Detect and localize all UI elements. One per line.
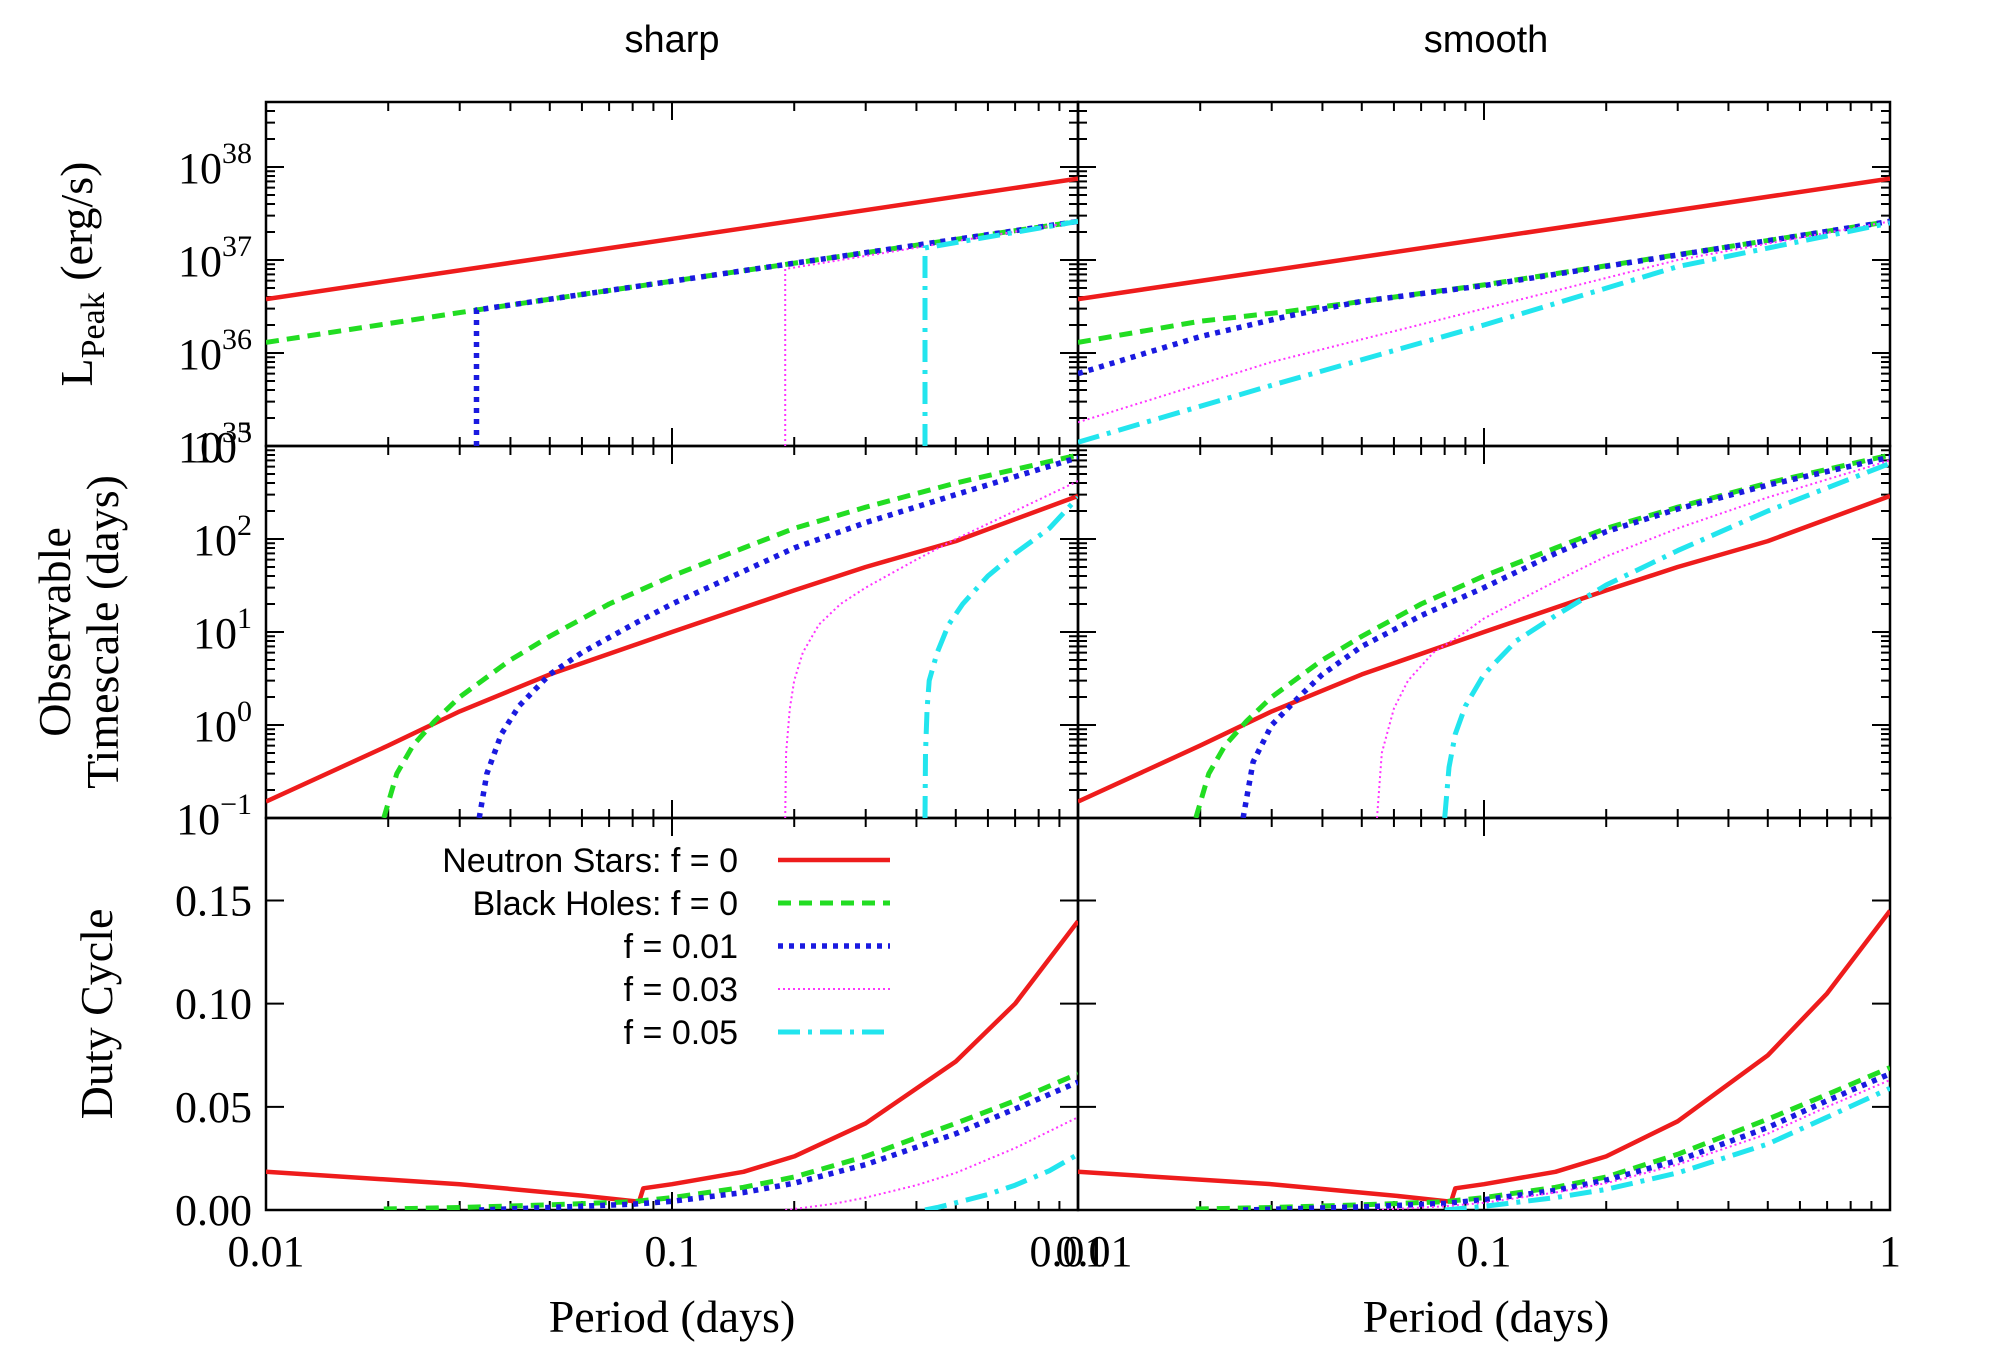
- panel-series-group: [1078, 909, 1890, 1210]
- x-tick-label: 0.1: [645, 1227, 700, 1276]
- y-tick-label: 0.05: [175, 1083, 252, 1132]
- series-line-ns: [266, 176, 1078, 302]
- series-line-ns: [1078, 493, 1890, 804]
- y-tick-label: 1035: [178, 416, 252, 472]
- legend: Neutron Stars: f = 0 Black Holes: f = 0 f …: [442, 842, 890, 1052]
- y-tick-label: 100: [193, 695, 252, 751]
- x-tick-label: 0.01: [1030, 1227, 1107, 1276]
- series-line-ns: [266, 493, 1078, 804]
- series-line-bh03: [784, 480, 1078, 818]
- x-axis-labels: Period (days) Period (days) 0.01 0.1 0.010…: [228, 1227, 1902, 1342]
- panel-frame: [1076, 816, 1892, 1212]
- series-line-ns: [1078, 909, 1890, 1204]
- series-line-bh03: [785, 1116, 1078, 1210]
- legend-label-ns: Neutron Stars: f = 0: [442, 842, 738, 880]
- series-line-bh0: [381, 452, 1078, 818]
- series-line-bh0: [383, 1071, 1078, 1210]
- x-tick-label: 0.1: [1457, 1227, 1512, 1276]
- legend-label-bh0: Black Holes: f = 0: [472, 885, 738, 923]
- column-title-sharp: sharp: [624, 19, 719, 61]
- y-tick-label: 0.10: [175, 980, 252, 1029]
- panel-series-group: [266, 452, 1078, 818]
- y-tick-label: 1038: [178, 137, 252, 193]
- y-tick-label: 102: [193, 509, 252, 565]
- y-tick-label: 1036: [178, 323, 252, 379]
- x-tick-label: 0.01: [1056, 1227, 1133, 1276]
- y-tick-label: 1037: [178, 230, 252, 286]
- panel-0-0: [264, 100, 1080, 448]
- legend-label-bh03: f = 0.03: [624, 971, 738, 1009]
- series-line-bh05: [922, 218, 1078, 446]
- x-axis-label-right: Period (days): [1363, 1291, 1610, 1342]
- y-axis-label: Observable: [29, 527, 80, 736]
- y-tick-label: 0.00: [175, 1186, 252, 1235]
- panel-series-group: [266, 176, 1078, 446]
- column-title-smooth: smooth: [1424, 19, 1549, 61]
- series-line-bh0: [1193, 452, 1890, 818]
- x-tick-label: 1: [1879, 1227, 1901, 1276]
- series-line-bh05: [922, 495, 1078, 818]
- series-line-bh01: [473, 218, 1078, 446]
- panel-frame: [264, 100, 1080, 448]
- series-line-bh01: [1078, 218, 1890, 377]
- series-line-ns: [1078, 176, 1890, 302]
- legend-label-bh05: f = 0.05: [624, 1014, 738, 1052]
- panel-2-1: [1076, 816, 1892, 1212]
- series-line-bh01: [1240, 454, 1890, 818]
- y-axis-label: Timescale (days): [77, 475, 128, 789]
- series-line-bh03: [784, 220, 1078, 446]
- panel-series-group: [1078, 452, 1890, 818]
- x-axis-label-left: Period (days): [549, 1291, 796, 1342]
- series-line-bh01: [476, 454, 1078, 818]
- y-tick-label: 103: [193, 416, 252, 472]
- y-tick-label: 0.15: [175, 877, 252, 926]
- series-line-bh03: [1376, 459, 1890, 818]
- y-axis-labels: 1035 1036 1037 1038 LPeak (erg/s) 10−1 100 101 1…: [29, 137, 252, 1235]
- panel-series-group: [1078, 176, 1890, 445]
- series-line-bh05: [1442, 461, 1890, 818]
- y-axis-label: LPeak (erg/s): [51, 162, 112, 387]
- legend-label-bh01: f = 0.01: [624, 928, 738, 966]
- series-line-ns: [266, 919, 1078, 1204]
- series-line-bh05: [1444, 1086, 1890, 1210]
- series-line-bh03: [1376, 1079, 1890, 1210]
- y-tick-label: 10−1: [176, 788, 252, 844]
- series-line-bh05: [1078, 220, 1890, 445]
- panel-frame: [1076, 100, 1892, 448]
- y-axis-label: Duty Cycle: [71, 909, 122, 1120]
- x-tick-label: 0.01: [228, 1227, 305, 1276]
- panel-0-1: [1076, 100, 1892, 448]
- series-line-bh05: [924, 1152, 1078, 1210]
- series-line-bh01: [479, 1079, 1078, 1210]
- y-tick-label: 101: [193, 602, 252, 658]
- series-line-bh03: [1078, 220, 1890, 424]
- panel-series-group: [266, 919, 1078, 1210]
- panels: [264, 100, 1892, 1212]
